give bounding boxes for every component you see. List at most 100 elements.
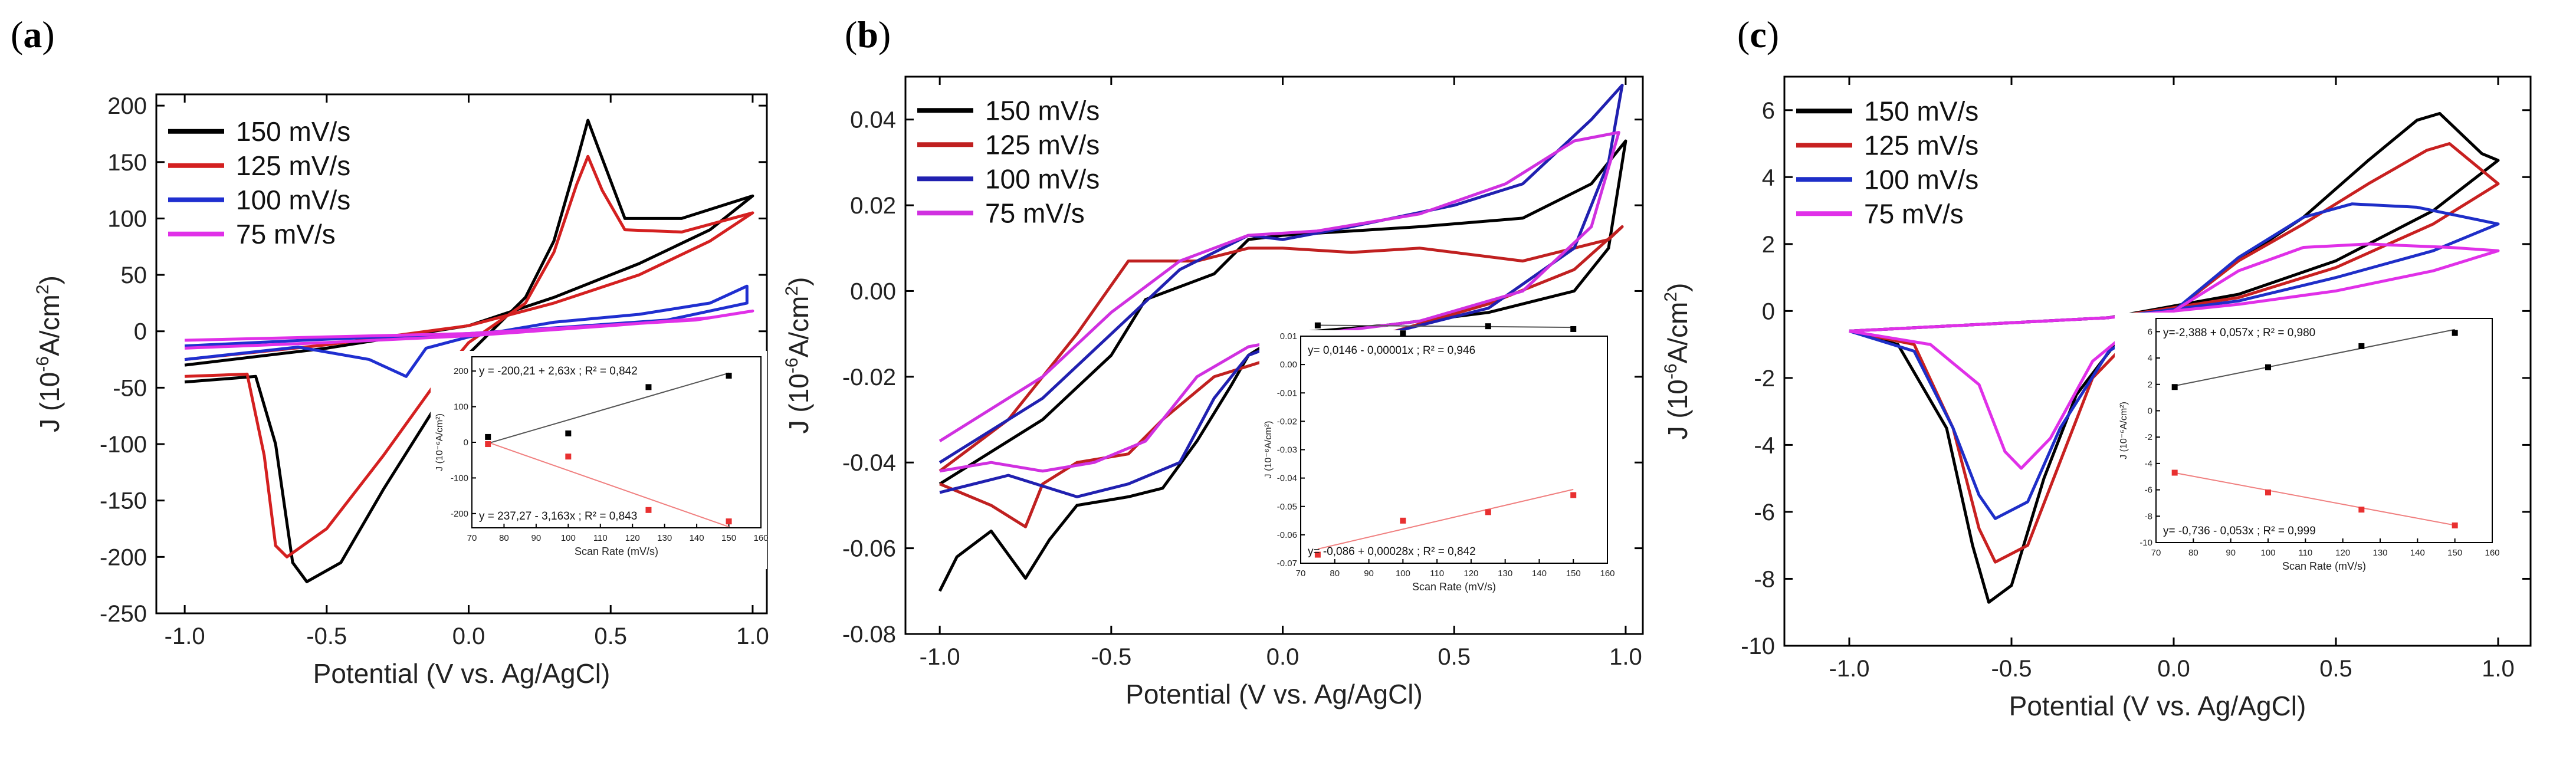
y-tick-label: -50 xyxy=(113,375,147,401)
inset-y-tick-label: -0.03 xyxy=(1277,445,1297,455)
inset-x-tick-label: 70 xyxy=(467,533,477,543)
inset-fit-line-1 xyxy=(487,372,729,444)
inset-point-2 xyxy=(485,441,491,448)
x-tick-label: 1.0 xyxy=(2482,656,2515,682)
inset-x-tick-label: 90 xyxy=(2226,548,2236,558)
y-tick-label: -0.08 xyxy=(842,622,896,648)
inset-frame xyxy=(2155,318,2493,543)
inset-y-tick-label: -0.02 xyxy=(1277,416,1297,426)
series-line-1 xyxy=(184,119,754,583)
inset-y-tick-label: -0.07 xyxy=(1277,558,1297,569)
x-tick-label: 0.0 xyxy=(1266,644,1300,670)
legend-entry: 125 mV/s xyxy=(1864,130,1978,160)
inset-y-tick-label: 0.01 xyxy=(1280,331,1297,341)
inset-x-tick-label: 110 xyxy=(593,533,608,543)
inset-y-tick-label: 4 xyxy=(2148,353,2152,363)
inset-point-2 xyxy=(2452,522,2458,528)
inset-y-tick-label: 6 xyxy=(2148,327,2152,337)
inset-x-tick-label: 100 xyxy=(2260,548,2275,558)
series-line-2 xyxy=(184,155,754,558)
inset-point-2 xyxy=(2358,507,2365,513)
panel-label-a: (a) xyxy=(11,14,55,55)
inset-chart: 70 80 90 100 110 120 130 140 150 160 -10 -8 -6 -4 -2 0 2… xyxy=(2115,313,2500,584)
y-axis-label-part: ) xyxy=(1662,283,1693,292)
inset-y-tick-label: -200 xyxy=(451,509,468,519)
series-line-3 xyxy=(1849,202,2500,520)
x-tick-label: -0.5 xyxy=(1091,644,1131,670)
x-axis-label: Potential (V vs. Ag/AgCl) xyxy=(1125,679,1423,709)
y-axis-label-superscript: 2 xyxy=(33,284,52,294)
y-axis-label-part: A/cm xyxy=(783,296,814,358)
inset-x-tick-label: 120 xyxy=(2335,548,2350,558)
y-tick-label: -100 xyxy=(100,432,147,458)
inset-y-tick-label: -4 xyxy=(2145,459,2152,469)
inset-x-tick-label: 150 xyxy=(1566,569,1581,579)
y-axis-label-part: A/cm xyxy=(1662,302,1693,364)
y-tick-label: 2 xyxy=(1762,232,1775,258)
inset-x-tick-label: 100 xyxy=(561,533,576,543)
inset-x-tick-label: 70 xyxy=(1296,569,1306,579)
y-axis-label: J (10-6A/cm2) xyxy=(1661,283,1693,440)
series-line-4 xyxy=(1849,242,2500,470)
inset-equation-anodic: y= 0,0146 - 0,00001x ; R² = 0,946 xyxy=(1308,344,1475,357)
plot-frame xyxy=(904,75,1644,635)
legend-entry: 125 mV/s xyxy=(985,129,1100,160)
inset-fit-line-2 xyxy=(1317,488,1574,550)
y-tick-label: 150 xyxy=(107,150,147,176)
inset-point-2 xyxy=(565,454,572,460)
inset-x-tick-label: 130 xyxy=(657,533,672,543)
inset-y-tick-label: -2 xyxy=(2145,432,2152,442)
inset-x-tick-label: 160 xyxy=(753,533,768,543)
plot-frame xyxy=(1783,75,2532,647)
inset-background xyxy=(2115,313,2498,584)
y-tick-label: -8 xyxy=(1754,566,1775,592)
inset-x-tick-label: 140 xyxy=(2410,548,2425,558)
legend-entry: 75 mV/s xyxy=(236,219,336,249)
inset-point-1 xyxy=(726,373,732,379)
x-tick-label: -1.0 xyxy=(920,644,960,670)
inset-x-tick-label: 120 xyxy=(1463,569,1478,579)
inset-x-tick-label: 110 xyxy=(1430,569,1444,579)
inset-fit-line-1 xyxy=(1317,324,1574,328)
inset-point-1 xyxy=(2452,330,2458,336)
x-tick-label: 0.5 xyxy=(1438,644,1471,670)
inset-point-1 xyxy=(645,384,652,390)
inset-fit-line-2 xyxy=(487,442,729,528)
y-tick-label: -10 xyxy=(1741,633,1775,659)
inset-point-1 xyxy=(1570,326,1577,332)
inset-x-tick-label: 150 xyxy=(721,533,736,543)
y-axis-label: J (10-6A/cm2) xyxy=(782,277,814,434)
y-tick-label: -200 xyxy=(100,544,147,570)
inset-x-tick-label: 110 xyxy=(2298,548,2312,558)
x-tick-label: -0.5 xyxy=(1991,656,2032,682)
panel-label-b: (b) xyxy=(845,14,891,55)
y-tick-label: 200 xyxy=(107,93,147,119)
inset-y-tick-label: -0.01 xyxy=(1277,388,1297,398)
inset-fit-line-1 xyxy=(2174,328,2455,387)
y-axis-label-superscript: 2 xyxy=(1661,292,1681,302)
y-axis-label-part: ) xyxy=(783,277,814,286)
inset-y-tick-label: 2 xyxy=(2148,380,2152,390)
inset-chart: 70 80 90 100 110 120 130 140 150 160 -200 -100 0 100 2… xyxy=(431,351,769,569)
y-axis-label-part: ) xyxy=(34,275,65,284)
series-line-4 xyxy=(185,309,754,350)
x-tick-label: -0.5 xyxy=(306,623,347,649)
inset-point-2 xyxy=(1314,551,1321,558)
inset-x-tick-label: 150 xyxy=(2447,548,2462,558)
legend-entry: 75 mV/s xyxy=(985,198,1085,228)
inset-x-tick-label: 130 xyxy=(1498,569,1512,579)
inset-y-tick-label: -0.06 xyxy=(1277,530,1297,540)
inset-equation-cathodic: y = 237,27 - 3,163x ; R² = 0,843 xyxy=(479,510,637,523)
inset-y-tick-label: 0 xyxy=(464,438,468,448)
y-tick-label: 0 xyxy=(134,319,147,345)
inset-y-axis-label: J (10⁻⁶A/cm²) xyxy=(435,413,445,471)
inset-chart: 70 80 90 100 110 120 130 140 150 160 -0.07 -0.06 -0.… xyxy=(1259,322,1615,604)
inset-equation-anodic: y=-2,388 + 0,057x ; R² = 0,980 xyxy=(2163,327,2315,339)
panel-label-c: (c) xyxy=(1737,14,1780,55)
y-axis-label-superscript: -6 xyxy=(782,357,802,373)
inset-point-1 xyxy=(565,430,572,436)
y-axis-label-part: A/cm xyxy=(34,294,65,356)
inset-point-1 xyxy=(2171,384,2178,390)
x-tick-label: 0.0 xyxy=(2157,656,2190,682)
